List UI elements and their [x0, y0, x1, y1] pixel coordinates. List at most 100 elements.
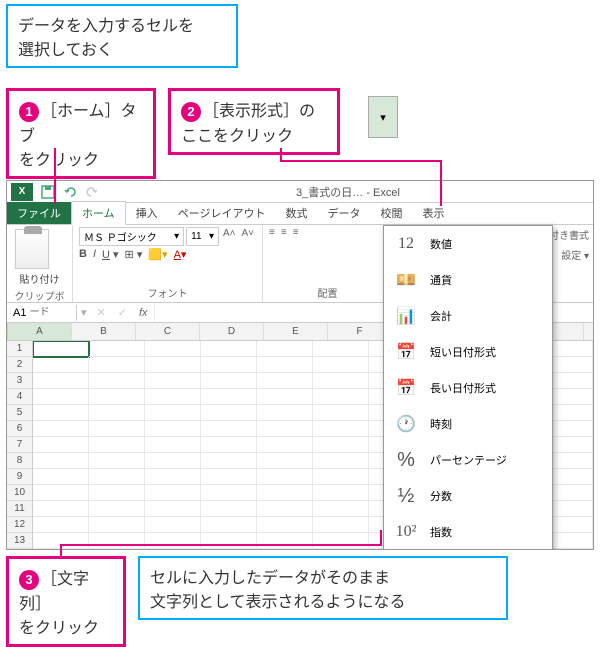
- cell[interactable]: [313, 453, 369, 469]
- font-decrease-icon[interactable]: A˅: [239, 227, 256, 246]
- format-option[interactable]: 💴通貨: [384, 262, 552, 298]
- cell[interactable]: [201, 341, 257, 357]
- cell[interactable]: [145, 373, 201, 389]
- tab-file[interactable]: ファイル: [7, 202, 71, 224]
- cell[interactable]: [313, 405, 369, 421]
- cell[interactable]: [201, 405, 257, 421]
- settings-label[interactable]: 設定 ▾: [561, 247, 589, 262]
- cell[interactable]: [33, 517, 89, 533]
- cell[interactable]: [33, 469, 89, 485]
- cell[interactable]: [89, 373, 145, 389]
- cell[interactable]: [89, 517, 145, 533]
- cell[interactable]: [257, 389, 313, 405]
- cell[interactable]: [33, 357, 89, 373]
- format-option[interactable]: 📊会計: [384, 298, 552, 334]
- cell[interactable]: [201, 357, 257, 373]
- cell[interactable]: [201, 437, 257, 453]
- cell[interactable]: [89, 357, 145, 373]
- italic-button[interactable]: I: [93, 248, 96, 261]
- cell[interactable]: [89, 453, 145, 469]
- cell[interactable]: [313, 373, 369, 389]
- cell[interactable]: [313, 389, 369, 405]
- cell[interactable]: [145, 405, 201, 421]
- cell[interactable]: [313, 341, 369, 357]
- tab-formulas[interactable]: 数式: [275, 202, 317, 224]
- cell[interactable]: [89, 469, 145, 485]
- cell[interactable]: [257, 549, 313, 550]
- cell[interactable]: [313, 437, 369, 453]
- tab-review[interactable]: 校閲: [370, 202, 412, 224]
- cell[interactable]: [369, 549, 425, 550]
- tab-insert[interactable]: 挿入: [126, 202, 168, 224]
- row-header[interactable]: 3: [7, 373, 32, 389]
- format-option[interactable]: %パーセンテージ: [384, 442, 552, 478]
- tab-view[interactable]: 表示: [412, 202, 454, 224]
- row-header[interactable]: 11: [7, 501, 32, 517]
- tab-pagelayout[interactable]: ページレイアウト: [168, 202, 276, 224]
- cell[interactable]: [145, 437, 201, 453]
- bold-button[interactable]: B: [79, 248, 87, 261]
- cell[interactable]: [89, 501, 145, 517]
- cell[interactable]: [145, 389, 201, 405]
- cell[interactable]: [257, 485, 313, 501]
- format-option[interactable]: 🕐時刻: [384, 406, 552, 442]
- cell[interactable]: [313, 501, 369, 517]
- cell[interactable]: [257, 469, 313, 485]
- cell[interactable]: [89, 533, 145, 549]
- cell[interactable]: [537, 549, 593, 550]
- cell[interactable]: [89, 389, 145, 405]
- row-header[interactable]: 2: [7, 357, 32, 373]
- underline-button[interactable]: U ▾: [102, 248, 119, 261]
- cell[interactable]: [201, 517, 257, 533]
- font-color-button[interactable]: A▾: [174, 248, 187, 261]
- row-header[interactable]: 9: [7, 469, 32, 485]
- cell[interactable]: [145, 485, 201, 501]
- cell[interactable]: [201, 501, 257, 517]
- row-header[interactable]: 12: [7, 517, 32, 533]
- cell[interactable]: [257, 437, 313, 453]
- column-header[interactable]: E: [264, 323, 328, 340]
- cell[interactable]: [33, 437, 89, 453]
- cell[interactable]: [89, 405, 145, 421]
- cell[interactable]: [33, 373, 89, 389]
- cell[interactable]: [33, 405, 89, 421]
- cell[interactable]: [145, 533, 201, 549]
- cell[interactable]: [257, 501, 313, 517]
- cell[interactable]: [313, 421, 369, 437]
- cell[interactable]: [33, 485, 89, 501]
- tab-home[interactable]: ホーム: [71, 201, 126, 225]
- cell[interactable]: [313, 533, 369, 549]
- cell[interactable]: [33, 389, 89, 405]
- column-header[interactable]: A: [8, 323, 72, 340]
- cell[interactable]: [145, 453, 201, 469]
- cell[interactable]: [145, 341, 201, 357]
- row-header[interactable]: 13: [7, 533, 32, 549]
- cell[interactable]: [89, 485, 145, 501]
- format-option[interactable]: 📅短い日付形式: [384, 334, 552, 370]
- column-header[interactable]: B: [72, 323, 136, 340]
- cell[interactable]: [201, 389, 257, 405]
- cell[interactable]: [89, 421, 145, 437]
- row-header[interactable]: 6: [7, 421, 32, 437]
- cell[interactable]: [201, 469, 257, 485]
- cell[interactable]: [257, 517, 313, 533]
- format-option[interactable]: 📅長い日付形式: [384, 370, 552, 406]
- column-header[interactable]: C: [136, 323, 200, 340]
- undo-icon[interactable]: [62, 184, 78, 200]
- redo-icon[interactable]: [84, 184, 100, 200]
- cell[interactable]: [257, 373, 313, 389]
- cell[interactable]: [425, 549, 481, 550]
- align-middle-icon[interactable]: ≡: [281, 227, 287, 238]
- format-option[interactable]: ½分数: [384, 478, 552, 514]
- row-header[interactable]: 5: [7, 405, 32, 421]
- font-increase-icon[interactable]: A˄: [221, 227, 238, 246]
- font-size-select[interactable]: 11 ▾: [186, 227, 219, 246]
- cell[interactable]: [145, 549, 201, 550]
- cell[interactable]: [257, 405, 313, 421]
- cell[interactable]: [257, 341, 313, 357]
- cell[interactable]: [145, 421, 201, 437]
- cell[interactable]: [313, 549, 369, 550]
- cell[interactable]: [33, 341, 89, 357]
- cell[interactable]: [145, 357, 201, 373]
- row-header[interactable]: 10: [7, 485, 32, 501]
